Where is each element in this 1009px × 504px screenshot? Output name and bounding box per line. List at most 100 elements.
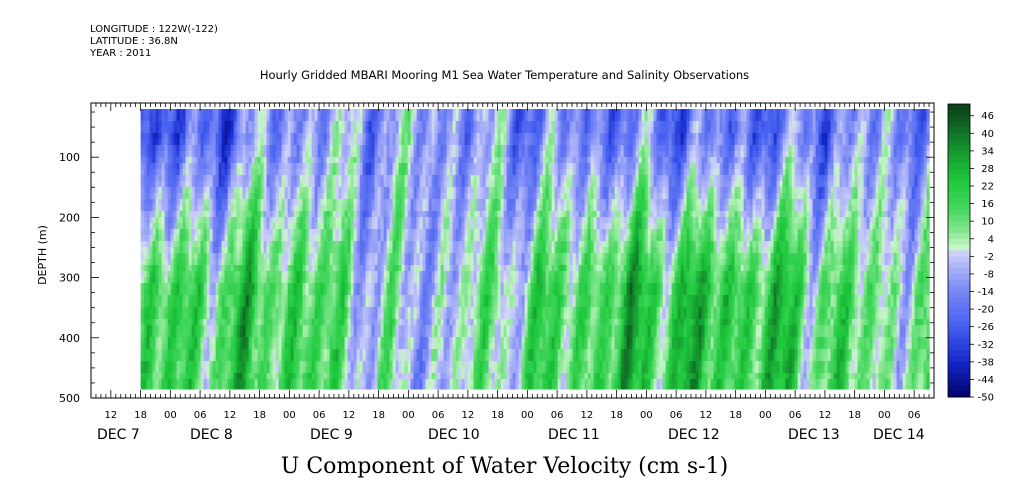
- heatmap-cell: [419, 337, 424, 344]
- heatmap-cell: [281, 367, 286, 374]
- heatmap-cell: [236, 307, 241, 314]
- heatmap-cell: [203, 373, 208, 380]
- heatmap-cell: [341, 205, 346, 212]
- heatmap-cell: [278, 139, 283, 146]
- heatmap-cell: [356, 373, 361, 380]
- heatmap-cell: [194, 235, 199, 242]
- heatmap-cell: [218, 229, 223, 236]
- heatmap-cell: [401, 205, 406, 212]
- heatmap-cell: [419, 175, 424, 182]
- heatmap-cell: [335, 283, 340, 290]
- heatmap-cell: [266, 211, 271, 218]
- heatmap-cell: [404, 151, 409, 158]
- heatmap-cell: [266, 253, 271, 260]
- heatmap-cell: [212, 319, 217, 326]
- heatmap-cell: [185, 277, 190, 284]
- heatmap-cell: [347, 205, 352, 212]
- heatmap-cell: [419, 193, 424, 200]
- heatmap-cell: [251, 313, 256, 320]
- heatmap-cell: [191, 223, 196, 230]
- heatmap-cell: [389, 241, 394, 248]
- heatmap-cell: [440, 241, 445, 248]
- heatmap-cell: [182, 133, 187, 140]
- heatmap-cell: [227, 307, 232, 314]
- heatmap-cell: [362, 295, 367, 302]
- heatmap-cell: [218, 223, 223, 230]
- heatmap-cell: [143, 229, 148, 236]
- heatmap-cell: [158, 301, 163, 308]
- heatmap-cell: [275, 187, 280, 194]
- heatmap-cell: [395, 253, 400, 260]
- heatmap-cell: [266, 277, 271, 284]
- heatmap-cell: [380, 193, 385, 200]
- heatmap-cell: [182, 145, 187, 152]
- heatmap-cell: [377, 259, 382, 266]
- heatmap-cell: [416, 265, 421, 272]
- heatmap-cell: [359, 211, 364, 218]
- heatmap-cell: [350, 361, 355, 368]
- heatmap-cell: [323, 301, 328, 308]
- heatmap-cell: [389, 253, 394, 260]
- heatmap-cell: [182, 283, 187, 290]
- heatmap-cell: [434, 175, 439, 182]
- heatmap-cell: [218, 205, 223, 212]
- heatmap-cell: [323, 361, 328, 368]
- heatmap-cell: [407, 133, 412, 140]
- heatmap-cell: [200, 265, 205, 272]
- heatmap-cell: [224, 205, 229, 212]
- heatmap-cell: [158, 271, 163, 278]
- heatmap-cell: [314, 109, 319, 116]
- heatmap-cell: [233, 289, 238, 296]
- heatmap-cell: [332, 175, 337, 182]
- heatmap-cell: [350, 385, 355, 390]
- heatmap-cell: [428, 169, 433, 176]
- heatmap-cell: [455, 175, 460, 182]
- heatmap-cell: [281, 193, 286, 200]
- heatmap-cell: [239, 187, 244, 194]
- heatmap-cell: [353, 181, 358, 188]
- heatmap-cell: [236, 169, 241, 176]
- heatmap-cell: [296, 157, 301, 164]
- heatmap-cell: [290, 259, 295, 266]
- heatmap-cell: [422, 151, 427, 158]
- heatmap-cell: [455, 229, 460, 236]
- heatmap-cell: [419, 361, 424, 368]
- heatmap-cell: [449, 109, 454, 116]
- heatmap-cell: [398, 367, 403, 374]
- heatmap-cell: [239, 193, 244, 200]
- heatmap-cell: [245, 373, 250, 380]
- heatmap-cell: [392, 247, 397, 254]
- heatmap-cell: [266, 343, 271, 350]
- heatmap-cell: [158, 133, 163, 140]
- heatmap-cell: [332, 349, 337, 356]
- heatmap-cell: [215, 145, 220, 152]
- heatmap-cell: [443, 199, 448, 206]
- heatmap-cell: [317, 349, 322, 356]
- heatmap-cell: [317, 253, 322, 260]
- heatmap-cell: [212, 295, 217, 302]
- heatmap-cell: [419, 259, 424, 266]
- heatmap-cell: [455, 169, 460, 176]
- heatmap-cell: [407, 211, 412, 218]
- heatmap-cell: [161, 283, 166, 290]
- heatmap-cell: [185, 109, 190, 116]
- heatmap-cell: [176, 331, 181, 338]
- heatmap-cell: [206, 145, 211, 152]
- heatmap-cell: [170, 307, 175, 314]
- heatmap-cell: [359, 373, 364, 380]
- heatmap-cell: [308, 247, 313, 254]
- heatmap-cell: [146, 205, 151, 212]
- heatmap-cell: [179, 295, 184, 302]
- heatmap-cell: [191, 307, 196, 314]
- heatmap-cell: [194, 271, 199, 278]
- heatmap-cell: [185, 331, 190, 338]
- heatmap-cell: [179, 187, 184, 194]
- heatmap-cell: [239, 361, 244, 368]
- heatmap-cell: [305, 169, 310, 176]
- heatmap-cell: [179, 289, 184, 296]
- heatmap-cell: [194, 385, 199, 390]
- heatmap-cell: [251, 133, 256, 140]
- heatmap-cell: [302, 385, 307, 390]
- heatmap-cell: [317, 205, 322, 212]
- heatmap-cell: [368, 115, 373, 122]
